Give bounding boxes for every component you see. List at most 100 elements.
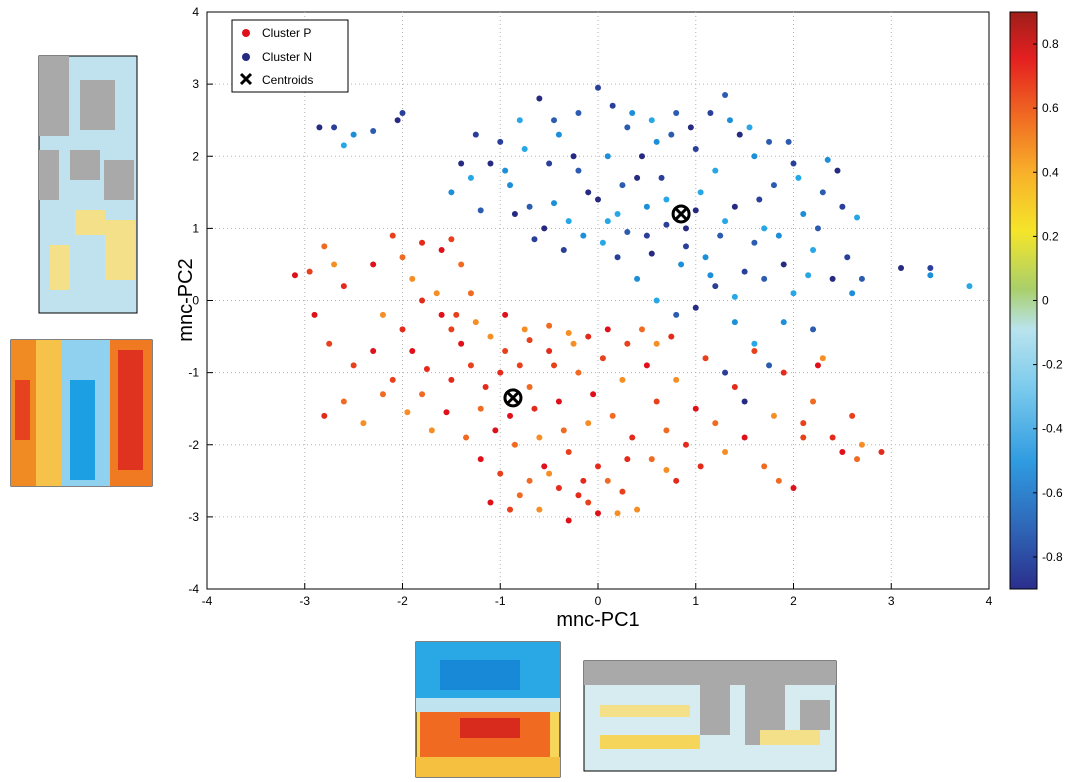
centroid-marker [503, 388, 523, 408]
point-cluster-n [565, 218, 572, 225]
point-cluster-p [800, 420, 807, 427]
point-cluster-n [614, 254, 621, 261]
point-cluster-p [751, 347, 758, 354]
point-cluster-p [370, 347, 377, 354]
point-cluster-p [580, 477, 587, 484]
colorbar-tick-labels: 0.8 0.6 0.4 0.2 0 -0.2 -0.4 -0.6 -0.8 [1033, 37, 1063, 564]
point-cluster-p [814, 362, 821, 369]
point-cluster-n [746, 124, 753, 131]
point-cluster-p [653, 340, 660, 347]
point-cluster-p [477, 456, 484, 463]
point-cluster-n [487, 160, 494, 167]
y-tick-label: 3 [192, 77, 199, 91]
point-cluster-p [692, 405, 699, 412]
point-cluster-p [516, 492, 523, 499]
x-tick-label: -3 [299, 594, 310, 608]
point-cluster-n [790, 290, 797, 297]
point-cluster-n [854, 214, 861, 221]
point-cluster-p [858, 441, 865, 448]
point-cluster-n [712, 283, 719, 290]
x-axis-title: mnc-PC1 [556, 609, 639, 631]
point-cluster-p [291, 272, 298, 279]
point-cluster-n [673, 109, 680, 116]
colorbar-tick-label: 0.4 [1042, 165, 1059, 179]
point-cluster-n [736, 131, 743, 138]
point-cluster-p [419, 239, 426, 246]
point-cluster-p [585, 420, 592, 427]
point-cluster-n [741, 268, 748, 275]
point-cluster-p [458, 261, 465, 268]
point-cluster-p [467, 362, 474, 369]
data-points [291, 84, 973, 524]
point-cluster-n [810, 326, 817, 333]
map-inset-left-heatmap [10, 339, 153, 487]
point-cluster-p [722, 448, 729, 455]
point-cluster-p [399, 254, 406, 261]
point-cluster-p [546, 347, 553, 354]
point-cluster-p [829, 434, 836, 441]
map-inset-bottom-world [583, 660, 837, 772]
point-cluster-n [805, 272, 812, 279]
point-cluster-n [663, 221, 670, 228]
point-cluster-n [609, 102, 616, 109]
point-cluster-p [423, 366, 430, 373]
point-cluster-n [658, 174, 665, 181]
point-cluster-p [448, 236, 455, 243]
point-cluster-n [585, 189, 592, 196]
point-cluster-p [555, 398, 562, 405]
y-tick-label: 2 [192, 149, 199, 163]
point-cluster-n [844, 254, 851, 261]
point-cluster-n [751, 239, 758, 246]
point-cluster-n [551, 200, 558, 207]
y-tick-labels: -4 -3 -2 -1 0 1 2 3 4 [188, 5, 199, 596]
point-cluster-n [898, 265, 905, 272]
point-cluster-p [340, 398, 347, 405]
point-cluster-n [678, 261, 685, 268]
point-cluster-n [766, 362, 773, 369]
point-cluster-n [829, 275, 836, 282]
y-tick-label: -1 [188, 366, 199, 380]
point-cluster-p [502, 347, 509, 354]
point-cluster-n [966, 283, 973, 290]
point-cluster-p [770, 412, 777, 419]
point-cluster-n [927, 265, 934, 272]
point-cluster-n [472, 131, 479, 138]
x-tick-label: 4 [986, 594, 993, 608]
point-cluster-n [575, 167, 582, 174]
point-cluster-p [516, 362, 523, 369]
point-cluster-p [360, 420, 367, 427]
point-cluster-p [399, 326, 406, 333]
colorbar-tick-label: -0.6 [1042, 486, 1063, 500]
point-cluster-p [800, 434, 807, 441]
point-cluster-p [849, 412, 856, 419]
point-cluster-n [687, 124, 694, 131]
point-cluster-p [854, 456, 861, 463]
point-cluster-n [800, 210, 807, 217]
point-cluster-n [697, 189, 704, 196]
point-cluster-p [433, 290, 440, 297]
point-cluster-p [731, 384, 738, 391]
point-cluster-p [761, 463, 768, 470]
point-cluster-n [570, 153, 577, 160]
y-tick-label: 0 [192, 294, 199, 308]
point-cluster-p [663, 466, 670, 473]
point-cluster-p [389, 376, 396, 383]
map-inset-bottom-heatmap [415, 641, 561, 778]
point-cluster-p [653, 398, 660, 405]
point-cluster-p [565, 517, 572, 524]
point-cluster-n [722, 218, 729, 225]
point-cluster-n [614, 210, 621, 217]
point-cluster-n [761, 275, 768, 282]
point-cluster-p [697, 463, 704, 470]
y-tick-label: -3 [188, 510, 199, 524]
centroid-marker [671, 204, 691, 224]
point-cluster-n [731, 319, 738, 326]
point-cluster-n [770, 182, 777, 189]
point-cluster-n [692, 146, 699, 153]
point-cluster-p [443, 409, 450, 416]
point-cluster-p [526, 337, 533, 344]
point-cluster-n [741, 398, 748, 405]
point-cluster-p [585, 499, 592, 506]
point-cluster-n [580, 232, 587, 239]
colorbar-tick-label: 0.8 [1042, 37, 1059, 51]
